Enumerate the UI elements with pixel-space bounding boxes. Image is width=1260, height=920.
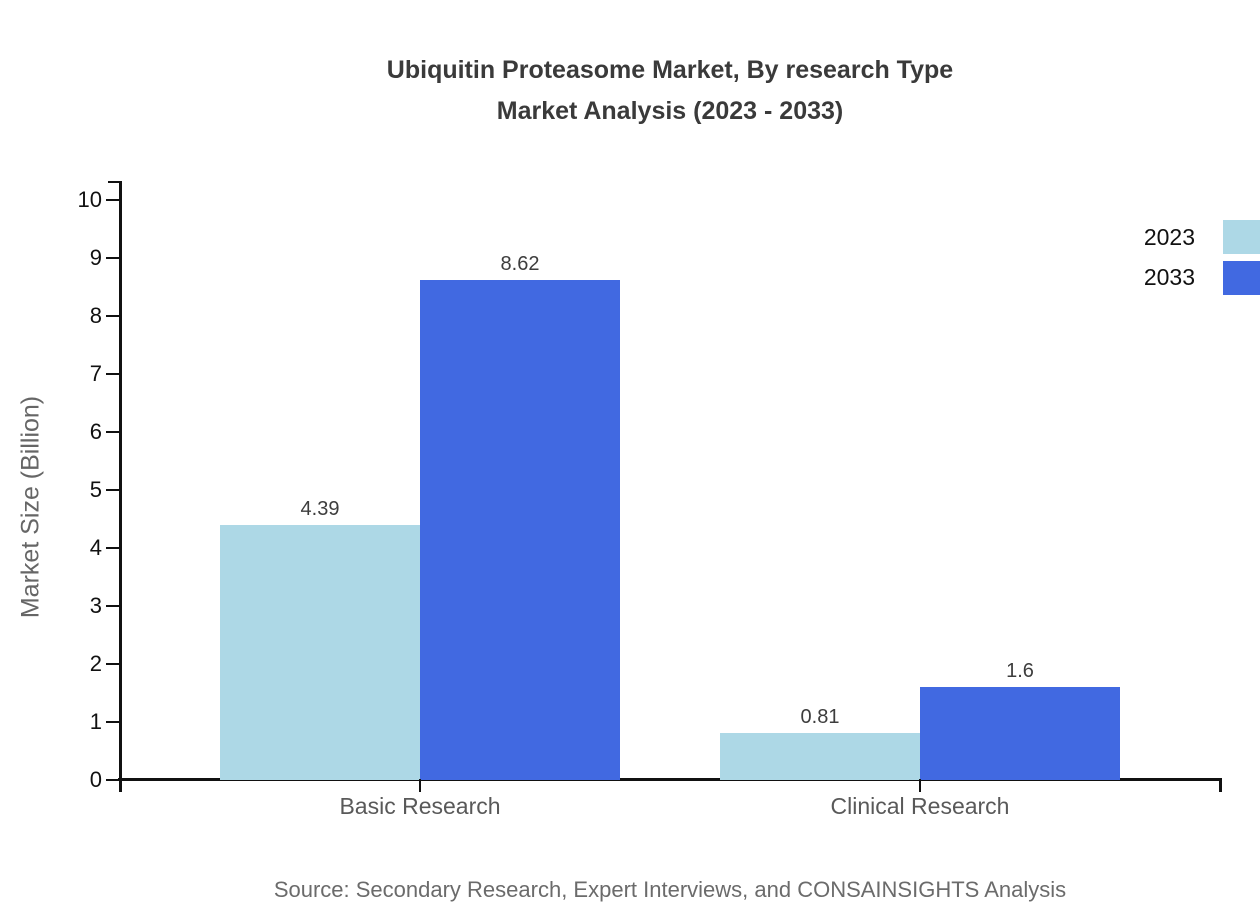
y-tick: [106, 257, 120, 259]
legend-swatch-2023: [1223, 220, 1260, 254]
y-tick-label: 10: [77, 187, 102, 212]
legend-label-2033: 2033: [1143, 264, 1195, 290]
y-tick: [106, 547, 120, 549]
chart-title-line1: Ubiquitin Proteasome Market, By research…: [386, 56, 954, 84]
x-axis-line: [118, 778, 1222, 781]
bar-2023-clinical-research: [720, 733, 920, 780]
y-tick: [106, 315, 120, 317]
bar-2033-clinical-research: [920, 687, 1120, 780]
y-tick: [106, 721, 120, 723]
legend-label-2023: 2023: [1143, 224, 1195, 250]
chart-title: Ubiquitin Proteasome Market, By research…: [80, 50, 1260, 132]
bar-2033-basic-research: [420, 280, 620, 780]
x-category-label: Clinical Research: [830, 793, 1010, 819]
y-tick: [106, 663, 120, 665]
y-tick: [106, 779, 120, 781]
legend-swatch-2033: [1223, 261, 1260, 295]
y-tick-label: 6: [89, 419, 102, 444]
y-tick-label: 1: [89, 709, 102, 734]
bar-value-label: 4.39: [300, 498, 340, 521]
y-tick-label: 5: [89, 477, 102, 502]
y-tick-label: 7: [89, 361, 102, 386]
y-tick: [106, 431, 120, 433]
source-attribution: Source: Secondary Research, Expert Inter…: [273, 877, 1067, 902]
y-tick: [106, 489, 120, 491]
y-tick-label: 8: [89, 303, 102, 328]
y-axis-line: [119, 181, 122, 792]
bar-value-label: 8.62: [500, 253, 540, 276]
y-tick-label: 2: [89, 651, 102, 676]
bar-2023-basic-research: [220, 525, 420, 780]
y-tick-label: 3: [89, 593, 102, 618]
bar-value-label: 1.6: [1006, 660, 1034, 683]
y-tick: [106, 373, 120, 375]
y-axis-top-cap: [108, 181, 120, 183]
y-tick: [106, 605, 120, 607]
x-tick: [919, 779, 921, 792]
bar-value-label: 0.81: [800, 706, 840, 729]
x-category-label: Basic Research: [339, 793, 501, 819]
y-tick-label: 4: [89, 535, 102, 560]
x-tick: [419, 779, 421, 792]
y-tick-label: 0: [89, 767, 102, 792]
chart-title-line2: Market Analysis (2023 - 2033): [496, 97, 844, 125]
y-tick: [106, 199, 120, 201]
y-tick-label: 9: [89, 245, 102, 270]
x-axis-end-cap: [1219, 778, 1222, 792]
